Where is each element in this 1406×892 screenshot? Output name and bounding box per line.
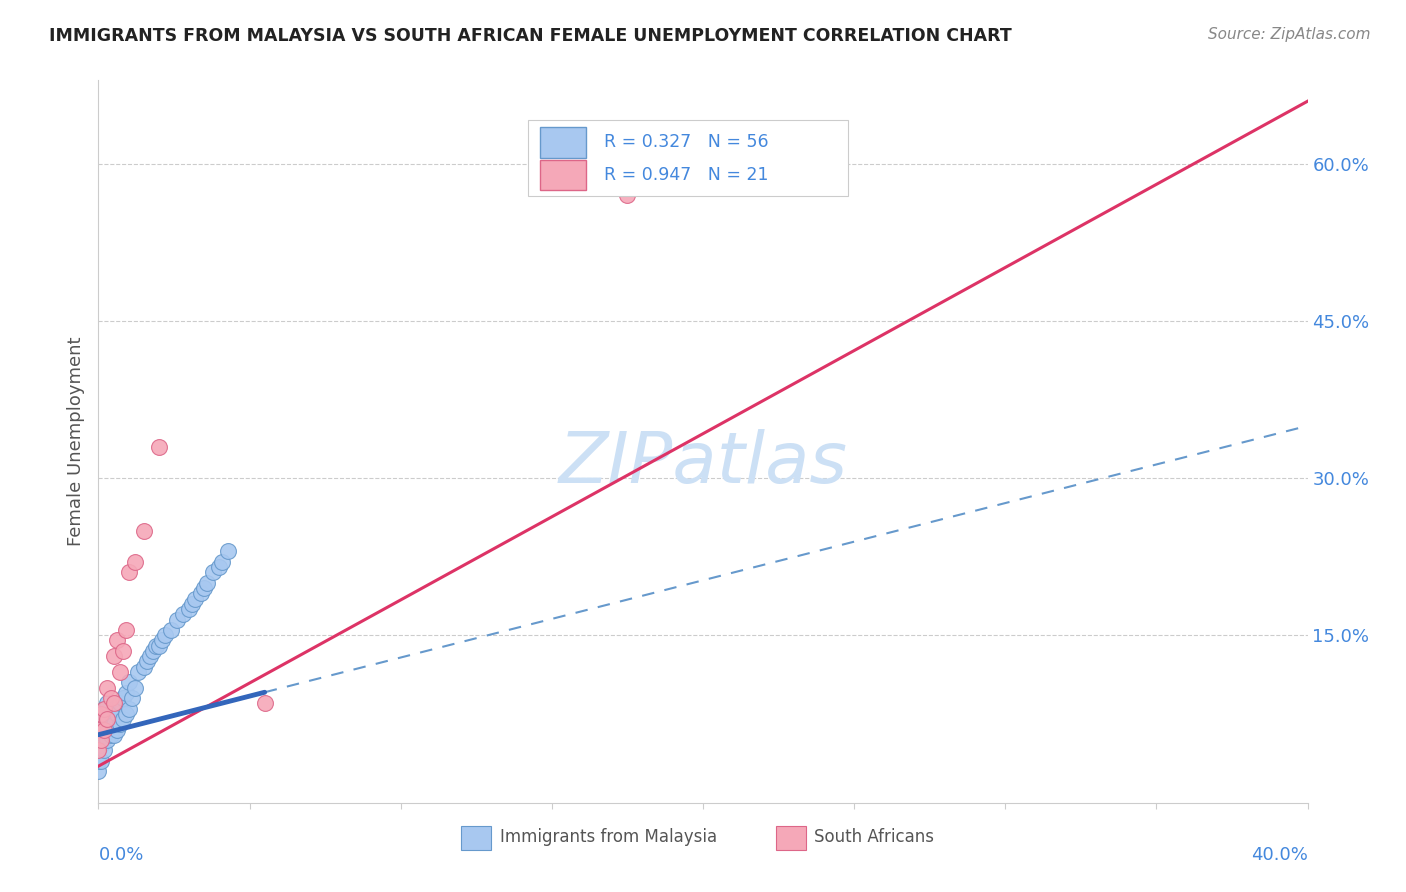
FancyBboxPatch shape	[776, 826, 806, 850]
Point	[105, 723, 128, 737]
Text: 0.0%: 0.0%	[98, 847, 143, 864]
Point	[96, 733, 118, 747]
Point	[114, 623, 136, 637]
Point	[96, 696, 118, 710]
Point	[105, 633, 128, 648]
Point	[96, 712, 118, 726]
Point	[111, 691, 134, 706]
Point	[90, 717, 112, 731]
Point	[217, 544, 239, 558]
Point	[135, 655, 157, 669]
Point	[93, 701, 115, 715]
Point	[153, 628, 176, 642]
Point	[100, 728, 122, 742]
Point	[202, 566, 225, 580]
Point	[93, 728, 115, 742]
Point	[160, 623, 183, 637]
Point	[90, 733, 112, 747]
Point	[111, 712, 134, 726]
Text: South Africans: South Africans	[814, 829, 934, 847]
Point	[114, 706, 136, 721]
Point	[87, 743, 110, 757]
Point	[87, 733, 110, 747]
Point	[190, 586, 212, 600]
Point	[100, 691, 122, 706]
Point	[90, 706, 112, 721]
Point	[111, 644, 134, 658]
Point	[179, 602, 201, 616]
Point	[124, 555, 146, 569]
Text: R = 0.327   N = 56: R = 0.327 N = 56	[603, 134, 769, 152]
FancyBboxPatch shape	[540, 128, 586, 158]
Point	[108, 717, 131, 731]
Point	[103, 649, 125, 664]
Point	[184, 591, 207, 606]
Point	[172, 607, 194, 622]
Text: Immigrants from Malaysia: Immigrants from Malaysia	[501, 829, 717, 847]
Point	[90, 706, 112, 721]
Point	[93, 717, 115, 731]
Point	[87, 743, 110, 757]
Point	[93, 723, 115, 737]
Point	[124, 681, 146, 695]
FancyBboxPatch shape	[527, 120, 848, 196]
Point	[150, 633, 173, 648]
Point	[118, 566, 141, 580]
Point	[93, 743, 115, 757]
Point	[90, 738, 112, 752]
Point	[96, 723, 118, 737]
Point	[166, 613, 188, 627]
Point	[118, 701, 141, 715]
Point	[208, 560, 231, 574]
Point	[193, 581, 215, 595]
FancyBboxPatch shape	[461, 826, 492, 850]
Point	[103, 696, 125, 710]
Point	[127, 665, 149, 679]
Point	[148, 440, 170, 454]
Text: Source: ZipAtlas.com: Source: ZipAtlas.com	[1208, 27, 1371, 42]
Point	[121, 691, 143, 706]
Point	[253, 696, 276, 710]
Point	[142, 644, 165, 658]
Text: ZIPatlas: ZIPatlas	[558, 429, 848, 498]
Text: R = 0.947   N = 21: R = 0.947 N = 21	[603, 166, 768, 184]
Point	[96, 712, 118, 726]
Point	[87, 764, 110, 779]
Point	[145, 639, 167, 653]
Point	[108, 665, 131, 679]
Point	[132, 659, 155, 673]
Point	[616, 188, 638, 202]
Point	[118, 675, 141, 690]
Point	[211, 555, 233, 569]
Point	[96, 681, 118, 695]
Point	[103, 701, 125, 715]
Point	[105, 706, 128, 721]
Point	[148, 639, 170, 653]
Point	[114, 686, 136, 700]
Point	[87, 754, 110, 768]
Point	[93, 701, 115, 715]
Point	[181, 597, 204, 611]
FancyBboxPatch shape	[540, 160, 586, 190]
Point	[103, 717, 125, 731]
Text: 40.0%: 40.0%	[1251, 847, 1308, 864]
Point	[87, 723, 110, 737]
Point	[139, 649, 162, 664]
Point	[90, 728, 112, 742]
Point	[195, 575, 218, 590]
Point	[103, 728, 125, 742]
Point	[100, 706, 122, 721]
Y-axis label: Female Unemployment: Female Unemployment	[66, 337, 84, 546]
Point	[90, 754, 112, 768]
Point	[108, 696, 131, 710]
Text: IMMIGRANTS FROM MALAYSIA VS SOUTH AFRICAN FEMALE UNEMPLOYMENT CORRELATION CHART: IMMIGRANTS FROM MALAYSIA VS SOUTH AFRICA…	[49, 27, 1012, 45]
Point	[132, 524, 155, 538]
